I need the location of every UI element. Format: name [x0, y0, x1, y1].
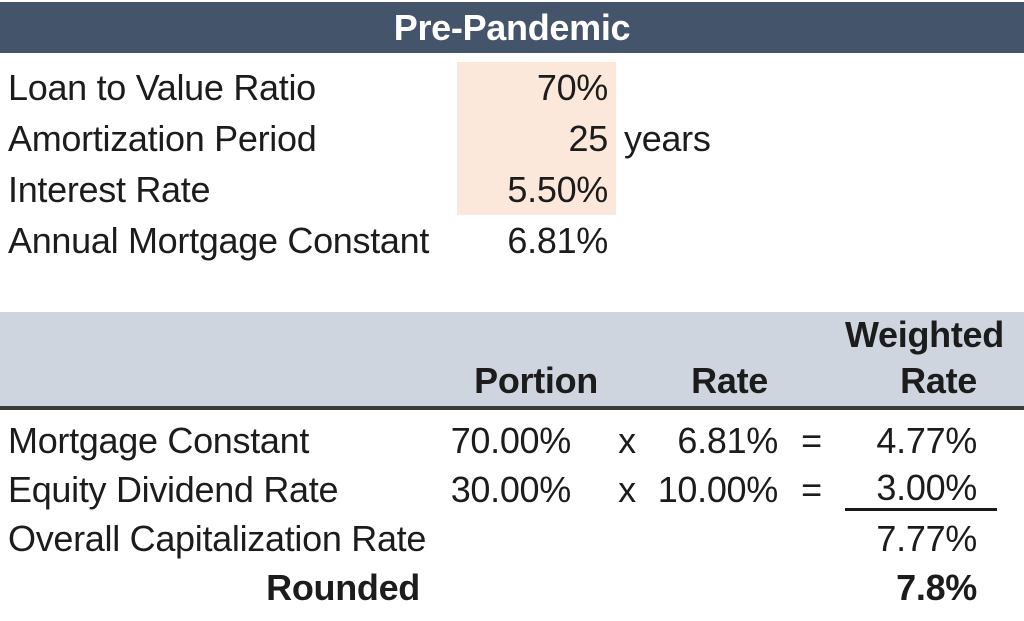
rounded-label: Rounded — [266, 567, 420, 608]
interest-rate-label: Interest Rate — [8, 169, 211, 210]
assumption-row-ltv: Loan to Value Ratio 70% — [0, 62, 1024, 113]
table-row-equity-dividend: Equity Dividend Rate 30.00% x 10.00% = 3… — [0, 465, 1024, 514]
portion-column-header: Portion — [474, 360, 598, 401]
interest-rate-suffix — [616, 164, 1024, 215]
rate-value: 10.00% — [657, 469, 779, 510]
portion-value: 70.00% — [450, 420, 572, 461]
assumptions-table: Loan to Value Ratio 70% Amortization Per… — [0, 62, 1024, 266]
overall-cap-rate-value: 7.77% — [876, 518, 977, 559]
weighted-rate-column-header: Weighted Rate — [845, 314, 1004, 401]
multiply-sign: x — [618, 420, 636, 461]
mortgage-constant-suffix — [616, 215, 1024, 266]
amortization-unit: years — [624, 118, 711, 159]
ltv-value-cell[interactable]: 70% — [457, 62, 616, 113]
portion-value: 30.00% — [450, 469, 572, 510]
pre-pandemic-header: Pre-Pandemic — [0, 2, 1024, 53]
ltv-label: Loan to Value Ratio — [8, 67, 316, 108]
interest-rate-value-cell[interactable]: 5.50% — [457, 164, 616, 215]
ltv-suffix — [616, 62, 1024, 113]
rate-value: 6.81% — [677, 420, 778, 461]
rounded-cap-rate-value: 7.8% — [896, 567, 977, 608]
assumption-row-mortgage-constant: Annual Mortgage Constant 6.81% — [0, 215, 1024, 266]
rate-column-header: Rate — [691, 360, 768, 401]
mortgage-constant-value-cell: 6.81% — [507, 220, 608, 261]
assumption-row-amortization: Amortization Period 25 years — [0, 113, 1024, 164]
mortgage-constant-label: Annual Mortgage Constant — [8, 220, 430, 261]
pre-pandemic-title: Pre-Pandemic — [393, 7, 631, 48]
weighted-rate-value: 3.00% — [845, 465, 997, 511]
weighted-rate-value: 4.77% — [876, 420, 977, 461]
table-row-rounded: Rounded 7.8% — [0, 563, 1024, 612]
table-row-overall-cap-rate: Overall Capitalization Rate 7.77% — [0, 514, 1024, 563]
row-label: Mortgage Constant — [8, 420, 310, 461]
table-row-mortgage-constant: Mortgage Constant 70.00% x 6.81% = 4.77% — [0, 416, 1024, 465]
amortization-value-cell[interactable]: 25 — [457, 113, 616, 164]
weighted-table-body: Mortgage Constant 70.00% x 6.81% = 4.77%… — [0, 416, 1024, 612]
equals-sign: = — [801, 469, 822, 510]
row-label: Equity Dividend Rate — [8, 469, 339, 510]
weighted-table-header: Portion Rate Weighted Rate — [0, 312, 1024, 410]
total-row-label: Overall Capitalization Rate — [8, 518, 427, 559]
multiply-sign: x — [618, 469, 636, 510]
equals-sign: = — [801, 420, 822, 461]
amortization-label: Amortization Period — [8, 118, 317, 159]
assumption-row-interest: Interest Rate 5.50% — [0, 164, 1024, 215]
